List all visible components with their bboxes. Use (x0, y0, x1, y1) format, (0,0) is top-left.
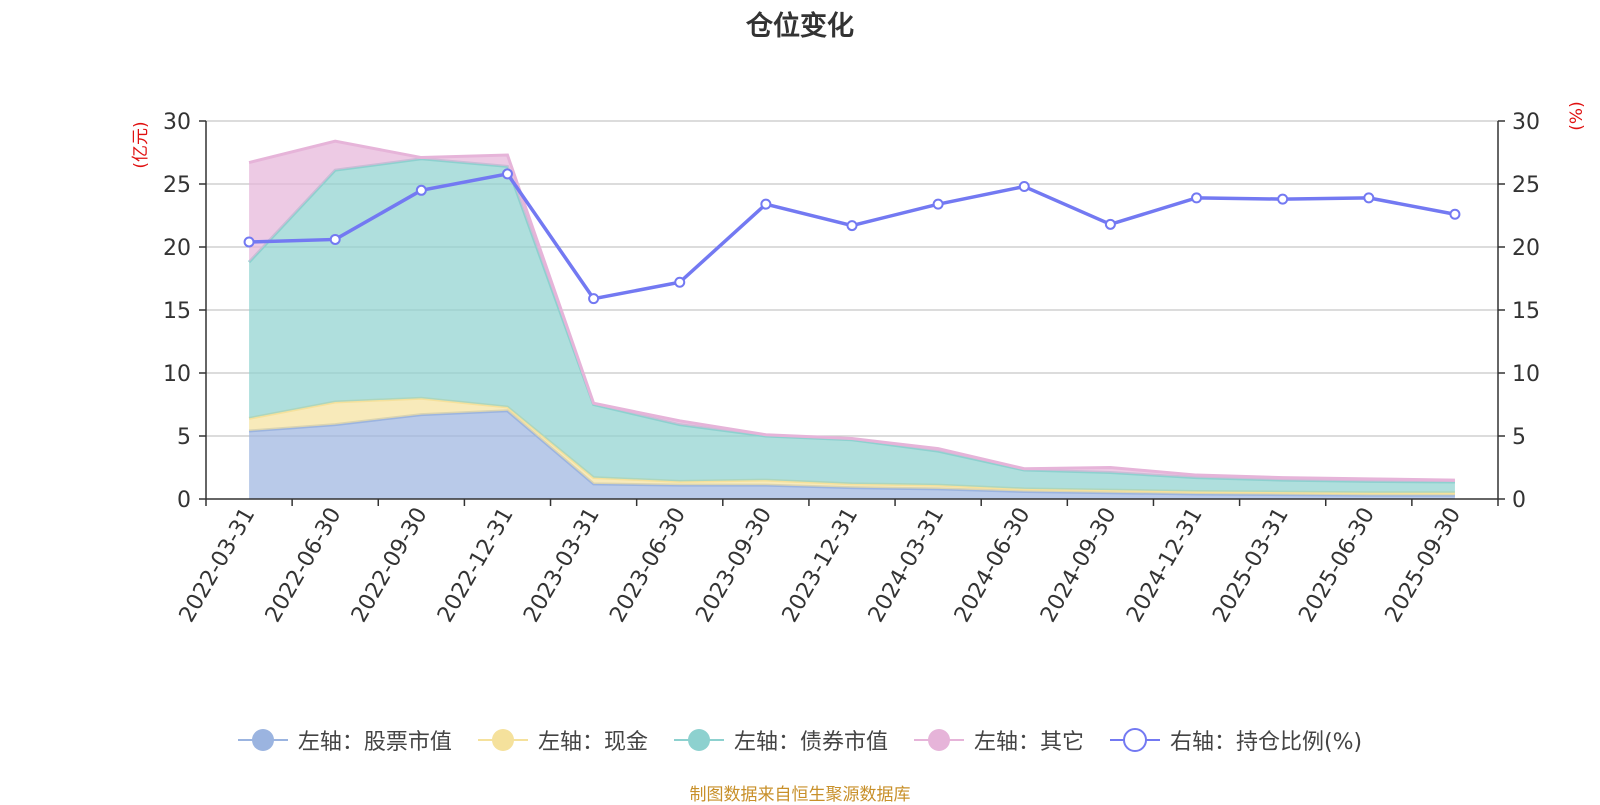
right-y-tick-label: 5 (1512, 425, 1526, 450)
left-y-tick-label: 20 (163, 236, 191, 261)
ratio-point (501, 168, 513, 180)
ratio-point (1277, 193, 1289, 205)
area-edge-3 (248, 139, 1455, 482)
source-note: 制图数据来自恒生聚源数据库 (689, 785, 911, 805)
area-series-2 (249, 158, 1455, 493)
legend-marker-icon (477, 729, 528, 751)
ratio-point (1449, 208, 1461, 220)
x-tick-label: 2022-06-30 (261, 504, 347, 627)
ratio-point (415, 184, 427, 196)
chart-title: 仓位变化 (746, 11, 854, 42)
left-y-tick-label: 15 (163, 299, 191, 324)
ratio-point (329, 233, 341, 245)
left-y-tick-label: 5 (177, 425, 191, 450)
right-y-tick-label: 10 (1512, 362, 1540, 387)
x-tick-label: 2022-09-30 (347, 504, 433, 627)
x-tick-label: 2023-09-30 (691, 504, 777, 627)
x-tick-label: 2024-03-31 (864, 504, 950, 627)
x-tick-label: 2023-06-30 (605, 504, 691, 627)
x-tick-label: 2025-03-31 (1208, 504, 1294, 627)
x-tick-label: 2023-12-31 (778, 504, 864, 627)
x-tick-label: 2024-09-30 (1036, 504, 1122, 627)
x-tick-label: 2025-06-30 (1294, 504, 1380, 627)
left-axis-unit: (亿元) (131, 121, 151, 168)
legend-label: 左轴：其它 (973, 730, 1084, 755)
right-y-tick-label: 15 (1512, 299, 1540, 324)
legend-item[interactable]: 左轴：其它 (913, 724, 1084, 756)
legend-label: 右轴：持仓比例(%) (1169, 730, 1363, 755)
ratio-point (1191, 192, 1203, 204)
legend-marker-icon (673, 729, 724, 751)
right-y-tick-label: 20 (1512, 236, 1540, 261)
left-y-tick-label: 30 (163, 110, 191, 135)
ratio-line (243, 168, 1461, 305)
legend-marker-icon (237, 729, 288, 751)
legend-item[interactable]: 左轴：股票市值 (237, 724, 452, 756)
ratio-point (588, 293, 600, 305)
legend-label: 左轴：债券市值 (733, 730, 888, 755)
legend-item[interactable]: 右轴：持仓比例(%) (1109, 724, 1363, 756)
ratio-point (846, 220, 858, 232)
x-tick-label: 2025-09-30 (1381, 504, 1467, 627)
ratio-point (760, 198, 772, 210)
ratio-point (1363, 192, 1375, 204)
left-y-tick-label: 10 (163, 362, 191, 387)
legend-label: 左轴：现金 (537, 730, 648, 755)
ratio-point (1018, 181, 1030, 193)
legend: 左轴：股票市值 左轴：现金 左轴：债券市值 左轴：其它 右轴：持仓比例(%) (0, 722, 1600, 758)
x-tick-label: 2024-06-30 (950, 504, 1036, 627)
ratio-point (1104, 218, 1116, 230)
right-y-tick-label: 0 (1512, 488, 1526, 513)
legend-marker-icon (913, 729, 964, 751)
ratio-point (932, 198, 944, 210)
legend-item[interactable]: 左轴：债券市值 (673, 724, 888, 756)
area-series-0 (249, 410, 1455, 499)
right-axis-unit: (%) (1567, 101, 1587, 130)
x-tick-label: 2023-03-31 (519, 504, 605, 627)
legend-item[interactable]: 左轴：现金 (477, 724, 648, 756)
legend-marker-icon (1109, 728, 1160, 752)
x-tick-label: 2024-12-31 (1122, 504, 1208, 627)
right-y-tick-label: 30 (1512, 110, 1540, 135)
ratio-point (243, 236, 255, 248)
stacked-areas (247, 139, 1455, 499)
left-y-tick-label: 0 (177, 488, 191, 513)
right-y-tick-label: 25 (1512, 173, 1540, 198)
x-tick-label: 2022-12-31 (433, 504, 519, 627)
ratio-point (674, 276, 686, 288)
left-y-tick-label: 25 (163, 173, 191, 198)
legend-label: 左轴：股票市值 (297, 730, 452, 755)
area-series-1 (249, 398, 1455, 496)
x-tick-label: 2022-03-31 (175, 504, 261, 627)
